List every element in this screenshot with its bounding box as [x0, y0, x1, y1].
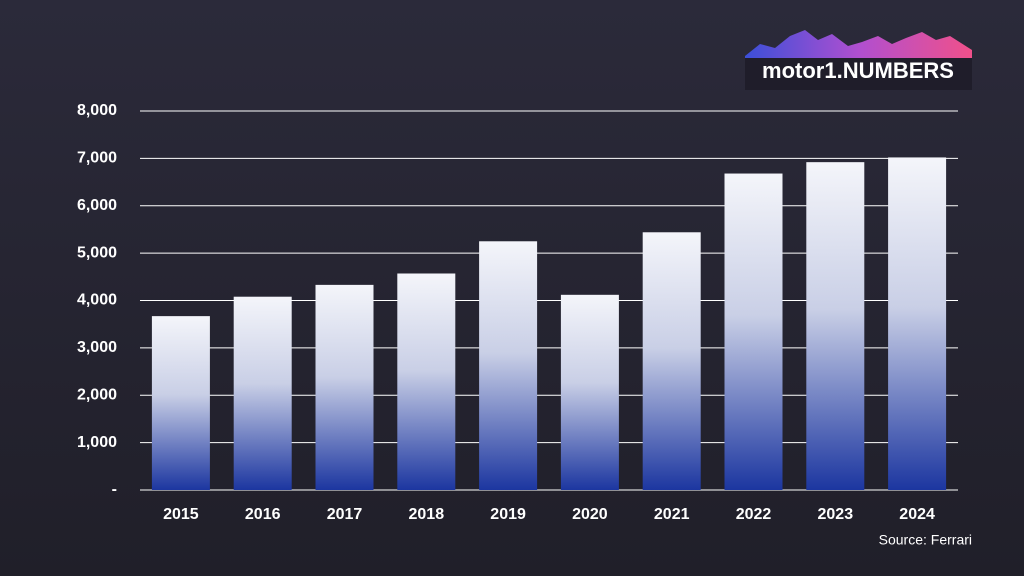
y-tick-label: 5,000	[77, 244, 117, 261]
logo-text: motor1.NUMBERS	[762, 58, 954, 83]
bar	[397, 273, 456, 490]
y-tick-label: 1,000	[77, 434, 117, 451]
source-note: Source: Ferrari	[879, 532, 972, 548]
x-tick-label: 2019	[490, 506, 526, 523]
y-tick-label: 2,000	[77, 386, 117, 403]
y-tick-label: 4,000	[77, 292, 117, 309]
bar	[151, 316, 210, 490]
y-tick-label: 8,000	[77, 102, 117, 119]
bar	[642, 232, 701, 490]
logo-band	[745, 58, 972, 90]
bar	[315, 284, 374, 490]
bar	[560, 294, 619, 490]
x-tick-label: 2021	[654, 506, 690, 523]
y-tick-label: 7,000	[77, 150, 117, 167]
x-tick-label: 2022	[736, 506, 772, 523]
x-tick-label: 2017	[327, 506, 363, 523]
y-tick-label: -	[112, 481, 117, 498]
x-tick-label: 2015	[163, 506, 199, 523]
bar	[806, 162, 865, 491]
x-tick-label: 2020	[572, 506, 608, 523]
x-tick-label: 2016	[245, 506, 281, 523]
logo: motor1.NUMBERS	[745, 30, 972, 90]
bar	[888, 157, 947, 491]
bar	[724, 173, 783, 490]
bar	[479, 241, 538, 490]
x-tick-label: 2018	[409, 506, 445, 523]
y-tick-label: 6,000	[77, 197, 117, 214]
x-tick-label: 2023	[818, 506, 854, 523]
bar	[233, 296, 292, 490]
y-tick-label: 3,000	[77, 339, 117, 356]
x-tick-label: 2024	[899, 506, 935, 523]
